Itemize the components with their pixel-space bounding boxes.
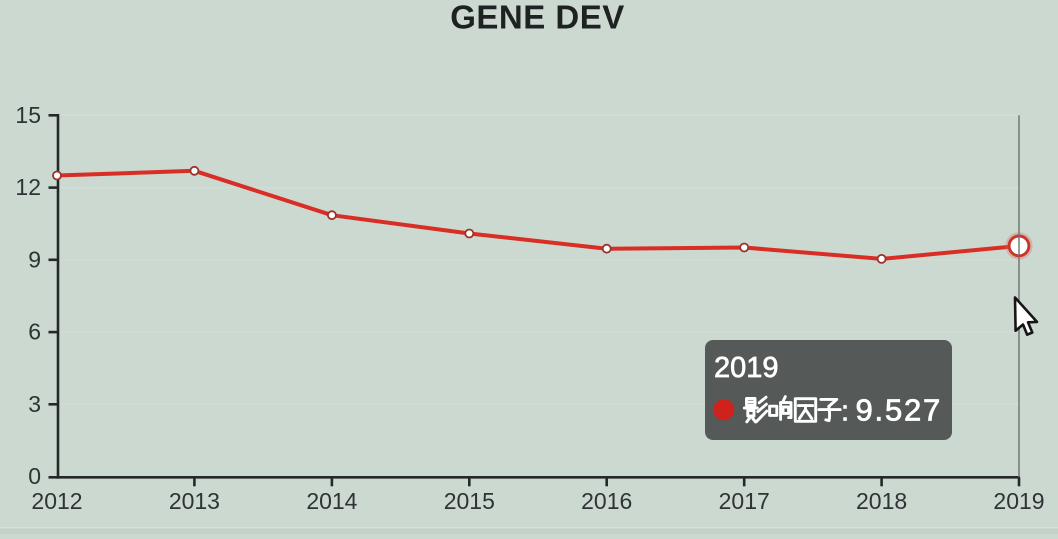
svg-text:2012: 2012	[31, 488, 82, 514]
svg-text:2019: 2019	[993, 488, 1044, 514]
svg-text:15: 15	[15, 102, 41, 128]
svg-text:2013: 2013	[169, 488, 220, 514]
svg-text:0: 0	[28, 463, 41, 489]
svg-text:2014: 2014	[306, 488, 357, 514]
svg-text:9: 9	[28, 246, 41, 272]
svg-text:3: 3	[28, 391, 41, 417]
svg-text:2017: 2017	[719, 488, 770, 514]
svg-text:GENE DEV: GENE DEV	[450, 0, 625, 36]
svg-text:2015: 2015	[444, 488, 495, 514]
svg-text:12: 12	[15, 174, 41, 200]
svg-text:9.527: 9.527	[856, 393, 943, 428]
svg-text::: :	[841, 396, 849, 428]
svg-text:2019: 2019	[714, 352, 779, 384]
svg-text:2018: 2018	[856, 488, 907, 514]
svg-text:2016: 2016	[581, 488, 632, 514]
svg-text:6: 6	[28, 319, 41, 345]
